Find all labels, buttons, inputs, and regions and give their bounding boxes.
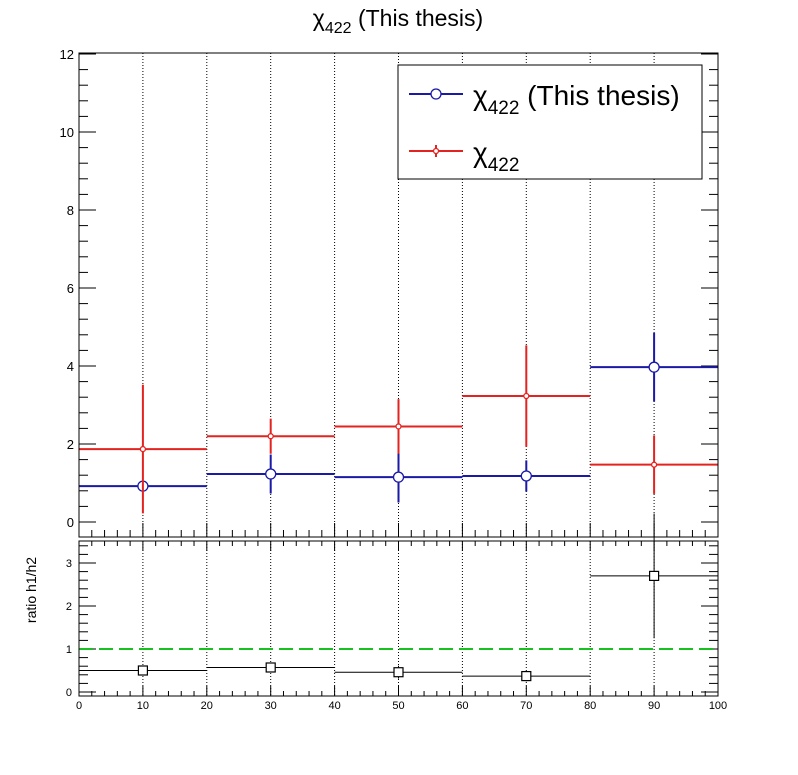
y-tick-label-0: 0 (67, 515, 74, 530)
x-tick-label-0: 0 (76, 700, 82, 712)
x-tick-label-20: 20 (201, 700, 213, 712)
main-frame (78, 52, 719, 538)
legend-entry-reference: χ422 (409, 137, 519, 176)
x-tick-label-60: 60 (456, 700, 468, 712)
ratio-point-marker (521, 670, 532, 682)
title-sub: 422 (325, 20, 352, 37)
main-point-marker (395, 423, 402, 430)
x-tick-label-10: 10 (137, 700, 149, 712)
x-tick-label-40: 40 (328, 700, 340, 712)
main-point-marker (650, 461, 658, 468)
main-data-series (79, 332, 718, 514)
ratio-point-marker (648, 570, 660, 582)
main-point-marker (520, 470, 532, 482)
main-point-marker (392, 471, 405, 483)
legend: χ422 (This thesis) χ422 (397, 64, 703, 180)
main-plot-panel: 0 2 4 6 8 10 12 (60, 47, 719, 538)
ratio-y-tick-label-3: 3 (66, 558, 72, 570)
ratio-data-series (79, 513, 718, 682)
x-tick-label-30: 30 (265, 700, 277, 712)
ratio-y-tick-label-2: 2 (66, 601, 72, 613)
x-tick-labels: 0 10 20 30 40 50 60 70 80 90 100 (76, 700, 727, 712)
ratio-series-0 (79, 513, 718, 682)
y-tick-label-6: 6 (67, 281, 74, 296)
x-tick-label-50: 50 (392, 700, 404, 712)
y-tick-label-10: 10 (60, 125, 74, 140)
ratio-plot-panel: 0 1 2 3 0 10 20 30 40 50 60 70 80 90 100 ratio h1/h2 (23, 513, 727, 712)
ratio-axis-ticks (78, 541, 719, 696)
main-point-marker (523, 392, 530, 400)
ratio-y-tick-label-1: 1 (66, 644, 72, 656)
y-tick-label-12: 12 (60, 47, 74, 62)
legend-symbol-open-circle (409, 88, 463, 100)
ratio-y-tick-labels: 0 1 2 3 (66, 558, 72, 699)
legend-entry-this-thesis: χ422 (This thesis) (409, 80, 680, 119)
legend-symbol-red-dot (409, 145, 463, 157)
title-main: χ (313, 5, 325, 31)
title-rest: (This thesis) (352, 5, 484, 31)
y-tick-label-4: 4 (67, 359, 74, 374)
main-point-marker (648, 361, 660, 373)
x-tick-label-90: 90 (648, 700, 660, 712)
legend-box (397, 64, 703, 180)
ratio-point-marker (393, 667, 404, 678)
ratio-point-marker (265, 662, 276, 673)
x-tick-label-100: 100 (709, 700, 727, 712)
main-y-tick-labels: 0 2 4 6 8 10 12 (60, 47, 74, 530)
ratio-point-marker (137, 665, 148, 676)
legend-marker-open-circle (430, 88, 442, 100)
x-tick-label-70: 70 (520, 700, 532, 712)
main-axis-ticks (78, 53, 719, 537)
x-tick-label-80: 80 (584, 700, 596, 712)
ratio-y-tick-label-0: 0 (66, 687, 72, 699)
main-point-marker (267, 433, 274, 440)
main-series-1 (79, 345, 718, 514)
chart-title: χ422 (This thesis) (313, 5, 483, 37)
legend-label-reference: χ422 (473, 137, 519, 176)
legend-marker-red-dot (432, 147, 440, 155)
y-tick-label-8: 8 (67, 203, 74, 218)
main-point-marker (265, 468, 277, 480)
legend-label-this-thesis: χ422 (This thesis) (473, 80, 680, 119)
ratio-y-axis-label: ratio h1/h2 (23, 557, 39, 623)
y-tick-label-2: 2 (67, 437, 74, 452)
main-point-marker (139, 445, 147, 453)
ratio-frame (78, 540, 719, 697)
